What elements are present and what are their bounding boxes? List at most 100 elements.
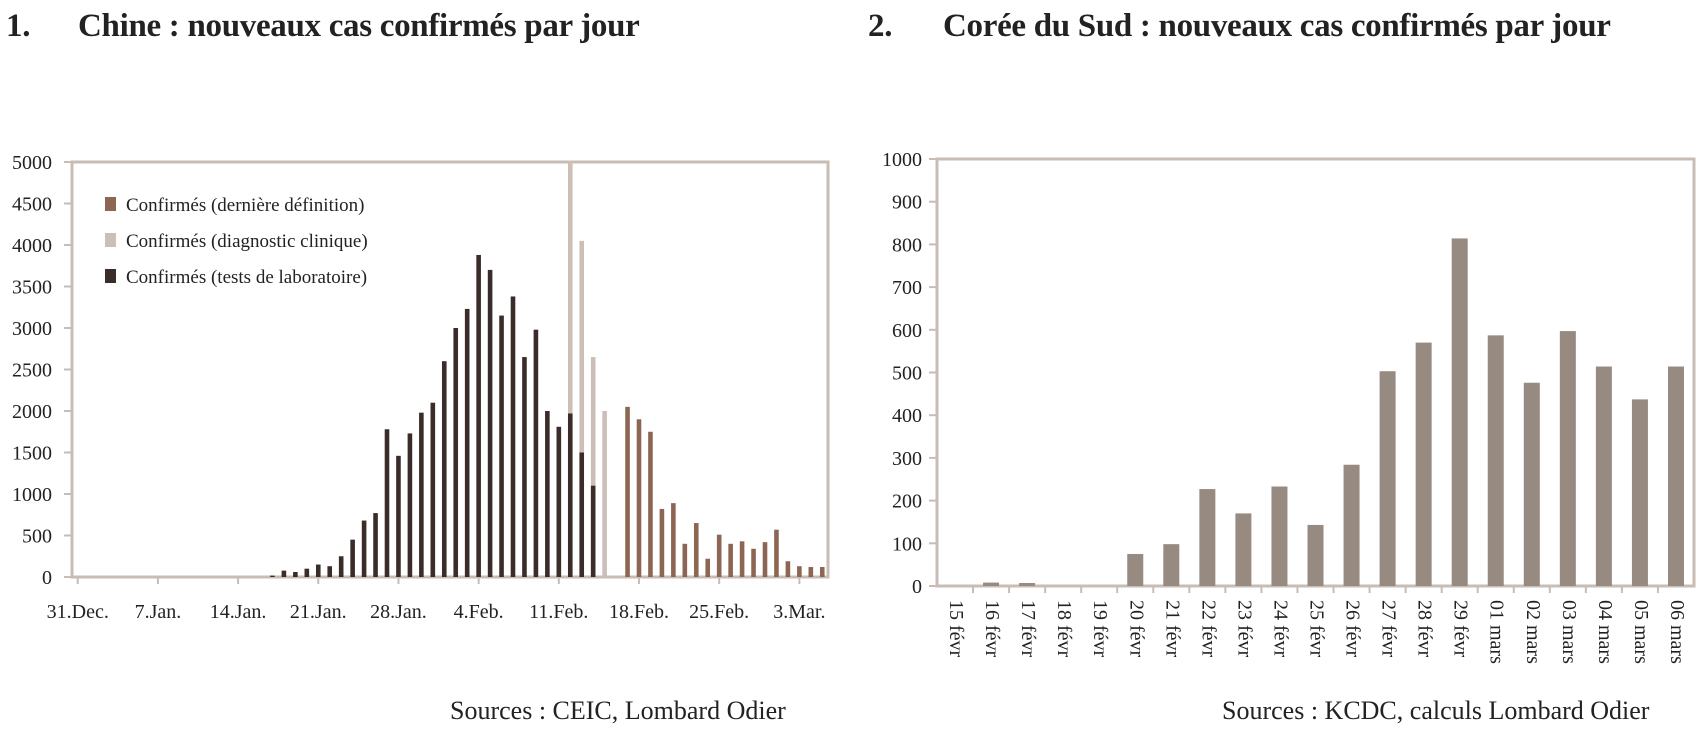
chart2-x-tick-label: 15 févr	[945, 600, 967, 658]
chart1-y-tick-label: 1500	[12, 443, 52, 465]
chart2-bar	[1487, 335, 1504, 586]
chart1-bar-lab	[590, 485, 596, 577]
chart2-y-tick-label: 500	[892, 363, 922, 385]
chart1-legend-label: Confirmés (dernière définition)	[126, 195, 364, 216]
chart2-x-tick-label: 29 févr	[1450, 600, 1472, 658]
chart1-x-tick-label: 4.Feb.	[454, 601, 504, 623]
chart2-bar	[1271, 486, 1288, 586]
chart2-y-tick-label: 0	[912, 576, 922, 598]
chart2-x-tick-label: 01 mars	[1486, 600, 1508, 664]
chart1-bar-lab	[338, 556, 344, 577]
chart1-bar-lab	[373, 513, 378, 577]
chart2-x-tick-label: 25 févr	[1306, 600, 1328, 658]
chart1-bar-lab	[281, 570, 287, 577]
chart2-x-tick-label: 17 févr	[1017, 600, 1039, 658]
chart1-x-tick-label: 7.Jan.	[135, 601, 182, 623]
chart1-bar-lab	[430, 402, 436, 577]
chart1-bar-clinical	[602, 411, 607, 577]
chart2-x-tick-label: 05 mars	[1630, 600, 1652, 664]
chart1-bar-lab	[487, 269, 493, 577]
chart2-x-tick-label: 27 févr	[1378, 600, 1400, 658]
chart1-bar-lab	[579, 452, 585, 577]
chart2-x-tick-label: 02 mars	[1522, 600, 1544, 664]
chart1-bar-latest	[728, 543, 733, 577]
chart1-bar-lab	[384, 429, 390, 577]
chart1-bar-latest	[625, 406, 630, 577]
chart1-x-tick-label: 28.Jan.	[370, 601, 427, 623]
chart2-x-tick-label: 03 mars	[1558, 600, 1580, 664]
chart1-x-tick-label: 3.Mar.	[773, 601, 825, 623]
chart2-y-tick-label: 100	[892, 533, 922, 555]
chart2-bar	[1379, 371, 1396, 586]
chart1-x-tick-label: 21.Jan.	[290, 601, 347, 623]
chart1-bar-lab	[510, 296, 516, 577]
chart2-y-tick-label: 600	[892, 320, 922, 342]
chart1-bar-latest	[751, 548, 756, 577]
chart1-x-tick-label: 25.Feb.	[689, 601, 749, 623]
chart2-title: Corée du Sud : nouveaux cas confirmés pa…	[943, 8, 1611, 44]
chart1-y-tick-label: 3000	[12, 318, 52, 340]
chart1-bar-lab	[533, 329, 539, 577]
chart2-x-tick-label: 21 févr	[1161, 600, 1183, 658]
chart1-bar-lab	[396, 455, 401, 577]
chart2-x-tick-label: 06 mars	[1666, 600, 1688, 664]
chart1-bar-latest	[819, 567, 825, 577]
chart1-bar-latest	[739, 541, 745, 577]
chart2-x-tick-label: 16 févr	[981, 600, 1003, 658]
chart2-x-tick-label: 24 févr	[1269, 600, 1291, 658]
chart2-bar	[1163, 544, 1180, 586]
chart1-bar-lab	[270, 575, 275, 577]
chart2-bar	[1127, 553, 1144, 586]
chart1-bar-lab	[315, 564, 321, 577]
chart1-bar-lab	[522, 357, 527, 577]
chart1-bar-latest	[774, 529, 779, 577]
chart1-bar-lab	[499, 315, 504, 577]
chart1-legend-swatch	[105, 233, 116, 247]
chart2-y-tick-label: 200	[892, 491, 922, 513]
chart2-bar	[1631, 399, 1648, 586]
chart1-y-tick-label: 4500	[12, 194, 52, 216]
chart1-bar-latest	[785, 561, 791, 577]
chart2-source: Sources : KCDC, calculs Lombard Odier	[1222, 696, 1650, 725]
chart1-bar-clinical	[579, 240, 585, 577]
chart1-bar-lab	[453, 328, 459, 577]
chart2-plot-frame	[935, 157, 1696, 588]
chart2-x-tick-label: 20 févr	[1125, 600, 1147, 658]
chart1-bar-latest	[671, 503, 676, 577]
chart2-y-tick-label: 900	[892, 192, 922, 214]
chart1-bar-latest	[659, 508, 665, 577]
chart1-x-tick-label: 14.Jan.	[210, 601, 267, 623]
chart1-bar-lab	[476, 254, 481, 577]
chart1-source: Sources : CEIC, Lombard Odier	[450, 696, 786, 725]
chart1-bar-lab	[545, 411, 550, 577]
chart1-legend-label: Confirmés (tests de laboratoire)	[126, 267, 367, 288]
chart1-bar-latest	[762, 542, 768, 577]
chart2-y-tick-label: 300	[892, 448, 922, 470]
chart2-bar	[1415, 342, 1432, 586]
chart2-x-tick-label: 19 févr	[1089, 600, 1111, 658]
chart1-bar-latest	[808, 567, 814, 577]
chart1-legend-swatch	[105, 269, 116, 283]
chart2-bar	[1199, 489, 1216, 586]
chart1-bar-lab	[361, 520, 367, 577]
chart2-x-tick-label: 04 mars	[1594, 600, 1616, 664]
chart1-bar-latest	[636, 419, 642, 577]
chart2-x-tick-label: 22 févr	[1197, 600, 1219, 658]
chart1-legend-swatch	[105, 197, 116, 211]
chart2-y-tick-label: 1000	[882, 149, 922, 171]
chart2-y-tick-label: 400	[892, 405, 922, 427]
chart1-bar-lab	[407, 433, 413, 577]
chart2-x-tick-label: 23 févr	[1233, 600, 1255, 658]
chart1-bar-latest	[648, 431, 653, 577]
chart1-y-tick-label: 2500	[12, 360, 52, 382]
chart1-bar-lab	[464, 308, 470, 577]
chart1-title: Chine : nouveaux cas confirmés par jour	[78, 8, 640, 44]
chart2-bar	[1235, 513, 1252, 586]
chart2-number: 2.	[868, 8, 893, 44]
chart1-bar-latest	[797, 566, 802, 577]
chart2-bar	[1559, 331, 1576, 586]
chart1-y-tick-label: 5000	[12, 152, 52, 174]
chart1-bar-latest	[716, 534, 722, 577]
chart1-y-tick-label: 1000	[12, 484, 52, 506]
chart2-x-tick-label: 18 févr	[1053, 600, 1075, 658]
